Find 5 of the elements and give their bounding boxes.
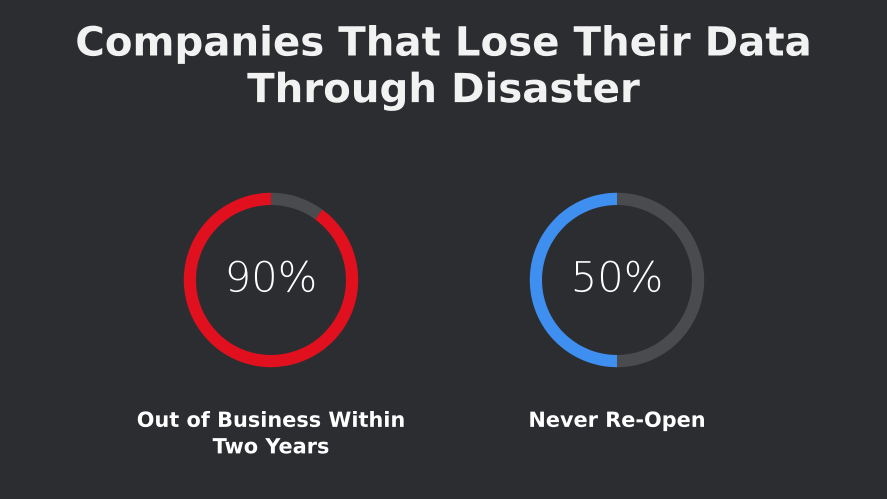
text: Out of Business Within Two Years [138,411,404,454]
data-label: 50% [574,260,660,292]
data-label: 90% [228,260,314,292]
text: Companies That Lose Their Data Through Disaster [77,24,809,111]
text: Never Re-Open [530,411,704,432]
